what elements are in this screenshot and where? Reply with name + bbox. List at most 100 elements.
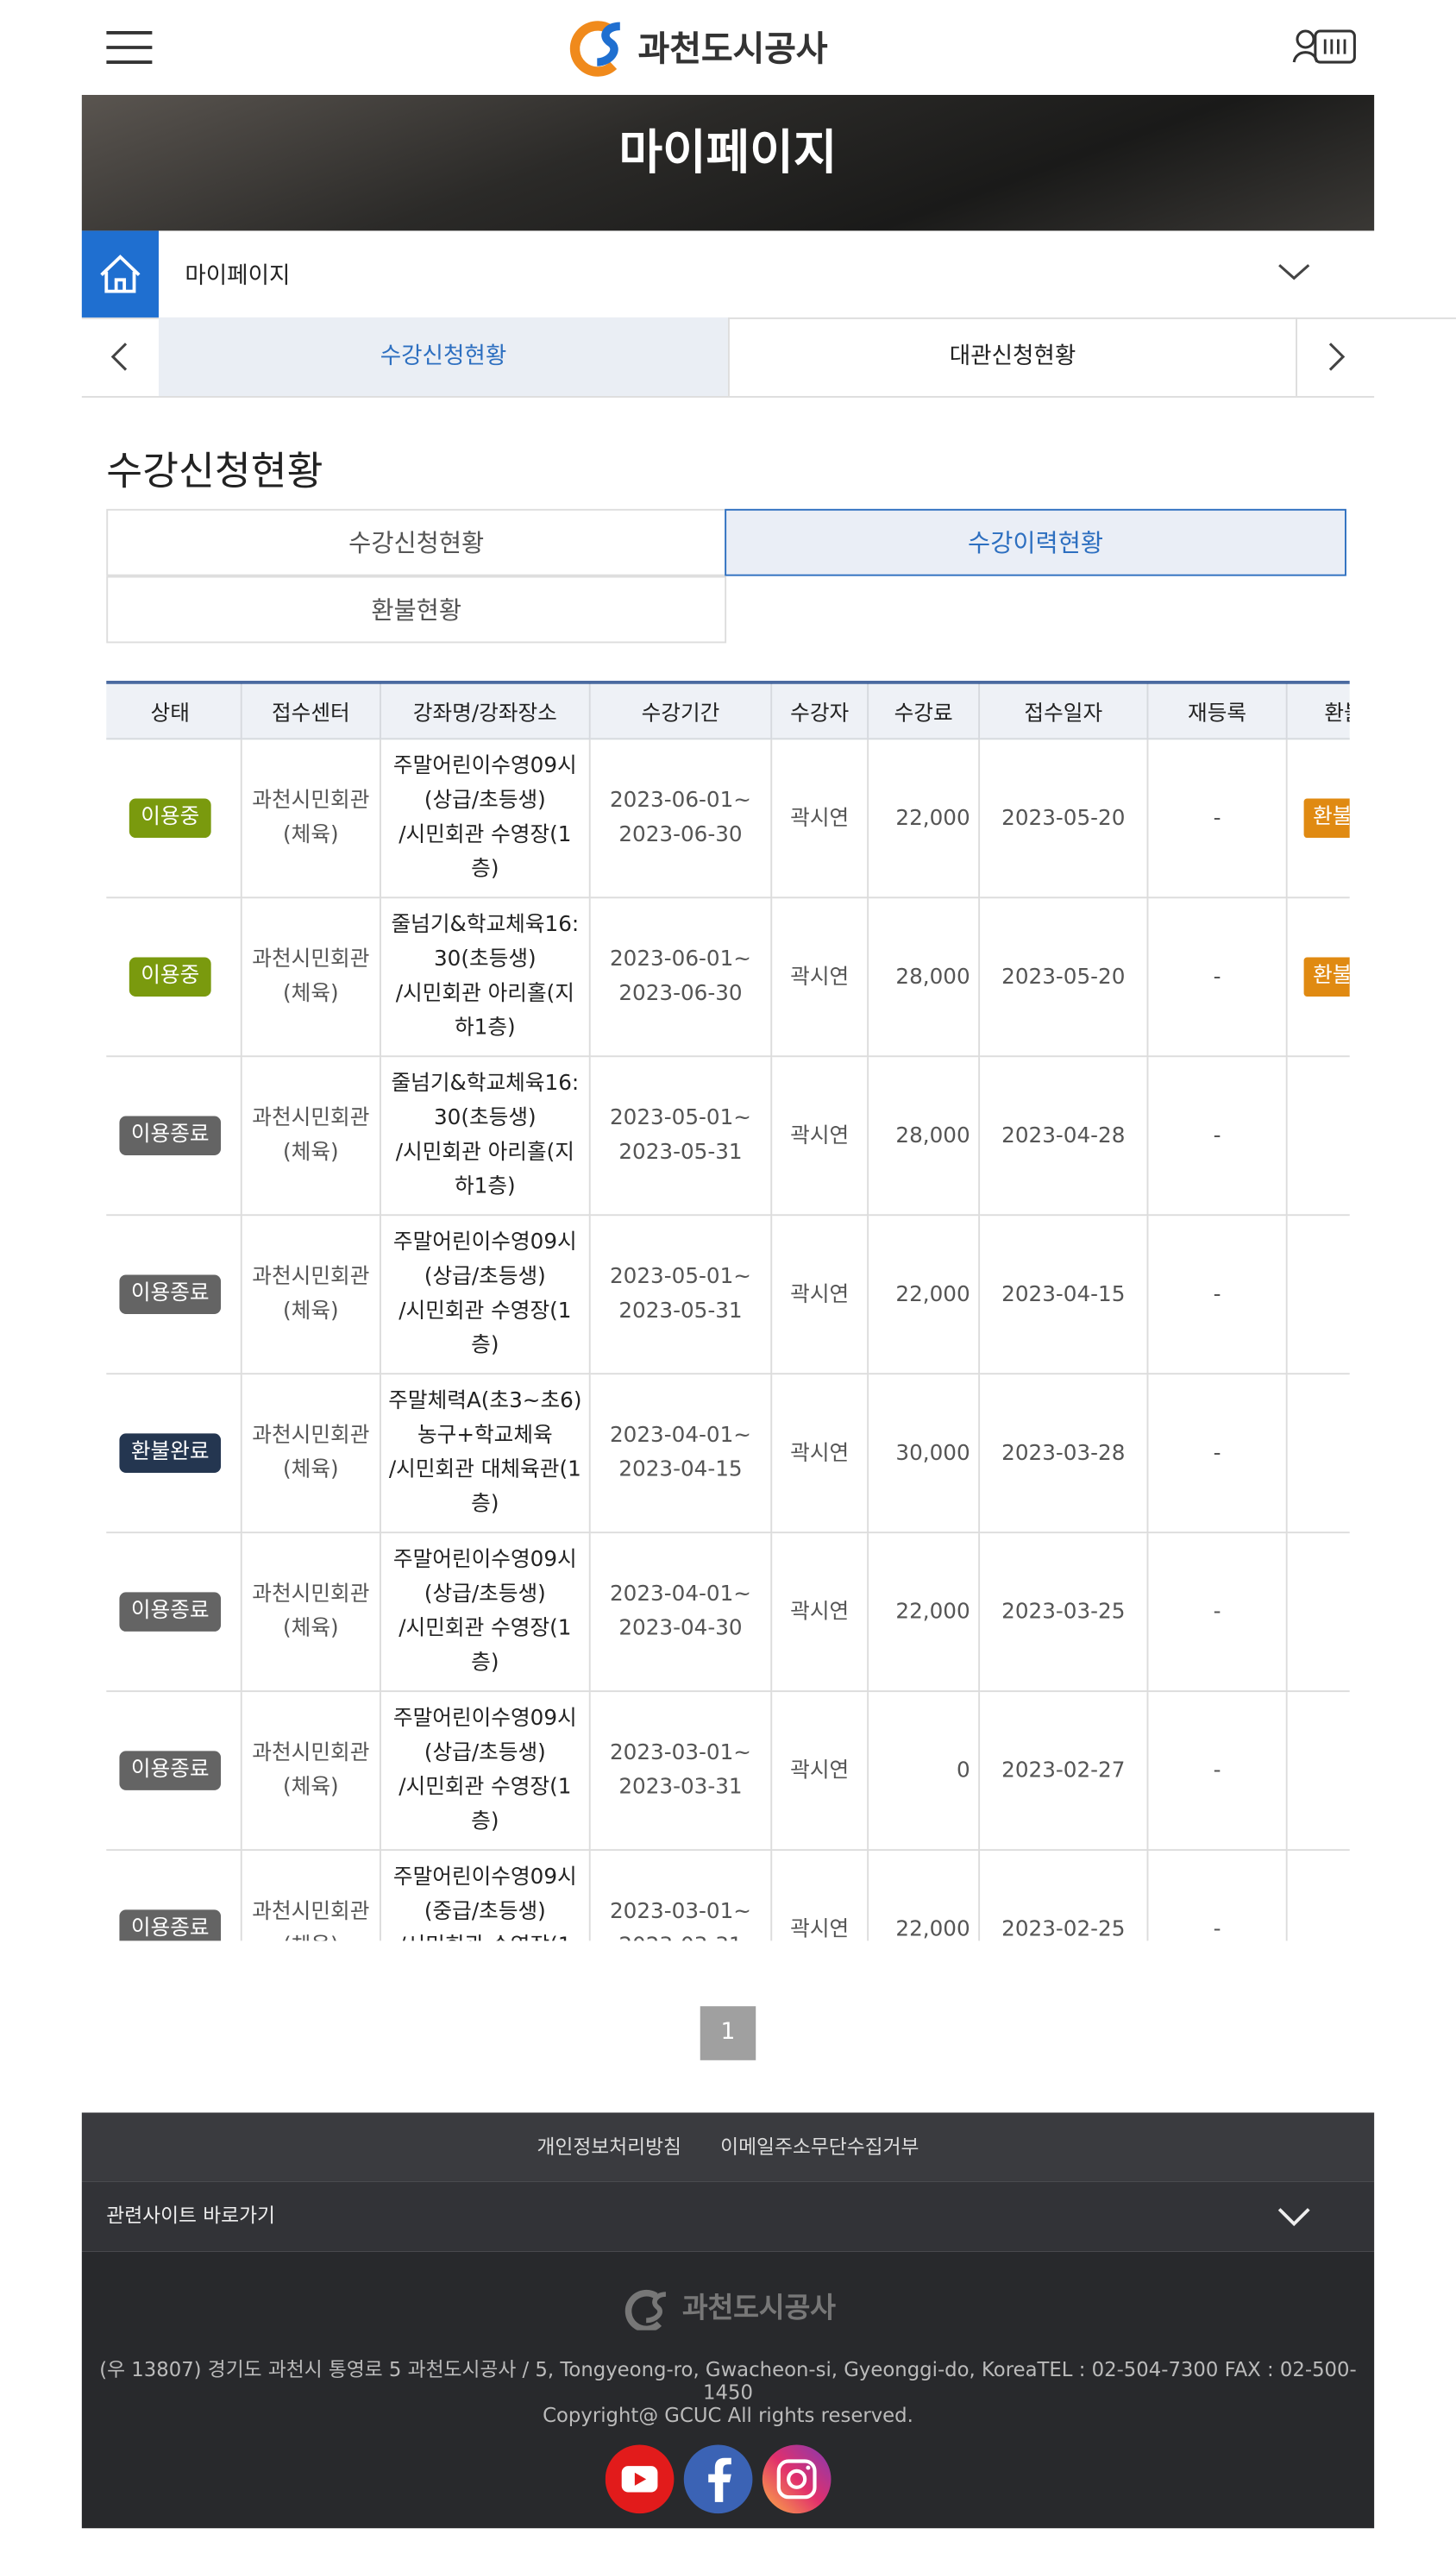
refund-button[interactable]: 환불 [1302,957,1350,997]
banner: 마이페이지 [81,95,1375,231]
refund-cell [1285,1055,1350,1217]
rereg-cell: - [1146,1214,1288,1375]
footer-address: (우 13807) 경기도 과천시 통영로 5 과천도시공사 / 5, Tong… [99,2358,1357,2405]
section-heading: 수강신청현황 [106,448,323,494]
footer-link[interactable]: 이메일주소무단수집거부 [720,2135,919,2159]
refund-button[interactable]: 환불 [1302,798,1350,839]
tab[interactable]: 대관신청현황 [727,317,1298,396]
course-place: /시민회관 수영장(1층) [399,822,572,883]
period-start: 2023-05-01~ [609,1265,751,1290]
column-header: 수강자 [770,682,869,740]
course-name: 주말어린이수영09시(상급/초등생) [392,1707,577,1766]
page-button[interactable]: 1 [700,2006,756,2060]
breadcrumb[interactable]: 마이페이지 [81,230,1456,319]
status-cell: 이용중 [106,738,242,899]
course-name: 주말어린이수영09시(상급/초등생) [392,1548,577,1607]
column-header: 수강료 [867,682,981,740]
course-place: /시민회관 수영장(1층) [399,1616,572,1676]
column-header: 환불 [1285,682,1350,740]
refund-cell [1285,1690,1350,1852]
course-cell: 주말어린이수영09시(상급/초등생) /시민회관 수영장(1층) [380,738,591,899]
student-cell: 곽시연 [770,896,869,1058]
youtube-icon[interactable] [605,2444,675,2514]
course-place: /시민회관 아리홀(지하1층) [395,981,574,1041]
table-row: 환불완료 과천시민회관(체육) 주말체력A(초3~초6) 농구+학교체육/시민회관 … [106,1373,1350,1534]
date-cell: 2023-02-27 [978,1690,1149,1852]
period-end: 2023-04-15 [618,1457,743,1483]
period-cell: 2023-05-01~ 2023-05-31 [588,1214,773,1375]
period-cell: 2023-05-01~ 2023-05-31 [588,1055,773,1217]
center-cell: 과천시민회관(체육) [240,1531,381,1693]
next-arrow[interactable] [1297,318,1374,396]
status-badge: 이용종료 [119,1116,221,1155]
column-header: 접수일자 [978,682,1149,740]
fee-cell: 28,000 [867,896,981,1058]
date-cell: 2023-02-25 [978,1849,1149,1941]
status-cell: 이용종료 [106,1849,242,1941]
home-button[interactable] [81,230,159,318]
footer-link[interactable]: 개인정보처리방침 [537,2135,681,2159]
date-cell: 2023-03-28 [978,1373,1149,1534]
course-cell: 줄넘기&학교체육16:30(초등생) /시민회관 아리홀(지하1층) [380,896,591,1058]
sub-tab[interactable]: 수강신청현황 [106,508,727,576]
period-cell: 2023-04-01~ 2023-04-30 [588,1531,773,1693]
related-chevron[interactable] [1276,2206,1312,2230]
rereg-cell: - [1146,1690,1288,1852]
footer-info: 과천도시공사 (우 13807) 경기도 과천시 통영로 5 과천도시공사 / … [81,2251,1375,2529]
refund-cell: 환불 [1285,738,1350,899]
user-icon[interactable] [1292,26,1358,68]
table-row: 이용중 과천시민회관(체육) 줄넘기&학교체육16:30(초등생) /시민회관 아리홀… [106,896,1350,1058]
prev-arrow[interactable] [82,318,159,396]
column-header: 수강기간 [588,682,773,740]
refund-cell [1285,1373,1350,1534]
dropdown-chevron[interactable] [1276,261,1312,284]
period-end: 2023-05-31 [618,1299,743,1324]
course-cell: 주말어린이수영09시(상급/초등생) /시민회관 수영장(1층) [380,1214,591,1375]
banner-title: 마이페이지 [618,124,838,180]
logo-text: 과천도시공사 [637,29,828,69]
course-name: 주말어린이수영09시(상급/초등생) [392,1230,577,1290]
center-cell: 과천시민회관(체육) [240,738,381,899]
refund-cell [1285,1849,1350,1941]
student-cell: 곽시연 [770,738,869,899]
social-icons [605,2444,832,2514]
status-cell: 이용종료 [106,1531,242,1693]
student-cell: 곽시연 [770,1531,869,1693]
related-sites-label: 관련사이트 바로가기 [106,2204,275,2228]
fee-cell: 30,000 [867,1373,981,1534]
course-cell: 주말체력A(초3~초6) 농구+학교체육/시민회관 대체육관(1층) [380,1373,591,1534]
course-place: /시민회관 수영장(1층) [399,1775,572,1835]
student-cell: 곽시연 [770,1373,869,1534]
course-place: /시민회관 수영장(1층) [399,1299,572,1359]
column-header: 재등록 [1146,682,1288,740]
course-cell: 주말어린이수영09시(상급/초등생) /시민회관 수영장(1층) [380,1531,591,1693]
course-cell: 줄넘기&학교체육16:30(초등생) /시민회관 아리홀(지하1층) [380,1055,591,1217]
period-cell: 2023-03-01~ 2023-03-31 [588,1849,773,1941]
column-header: 강좌명/강좌장소 [380,682,591,740]
course-place: /시민회관 대체육관(1층) [388,1457,581,1518]
student-cell: 곽시연 [770,1849,869,1941]
column-header: 접수센터 [240,682,381,740]
related-sites[interactable]: 관련사이트 바로가기 [81,2181,1375,2252]
period-end: 2023-06-30 [618,822,743,848]
period-start: 2023-03-01~ [609,1740,751,1766]
instagram-icon[interactable] [762,2444,832,2514]
center-cell: 과천시민회관(체육) [240,1373,381,1534]
status-badge: 환불완료 [119,1433,221,1473]
sub-tab[interactable]: 환불현황 [106,575,727,644]
course-cell: 주말어린이수영09시(중급/초등생) /시민회관 수영장(1층) [380,1849,591,1941]
sub-tab-active[interactable]: 수강이력현황 [725,508,1346,576]
facebook-icon[interactable] [683,2444,753,2514]
table-row: 이용종료 과천시민회관(체육)주말어린이수영09시(중급/초등생) /시민회관 수영… [106,1849,1350,1941]
menu-icon[interactable] [106,29,155,66]
course-name: 줄넘기&학교체육16:30(초등생) [391,1072,580,1131]
tab-active[interactable]: 수강신청현황 [158,317,728,396]
date-cell: 2023-04-15 [978,1214,1149,1375]
rereg-cell: - [1146,1055,1288,1217]
center-cell: 과천시민회관(체육) [240,1214,381,1375]
rereg-cell: - [1146,1531,1288,1693]
period-end: 2023-03-31 [618,1775,743,1801]
date-cell: 2023-05-20 [978,896,1149,1058]
